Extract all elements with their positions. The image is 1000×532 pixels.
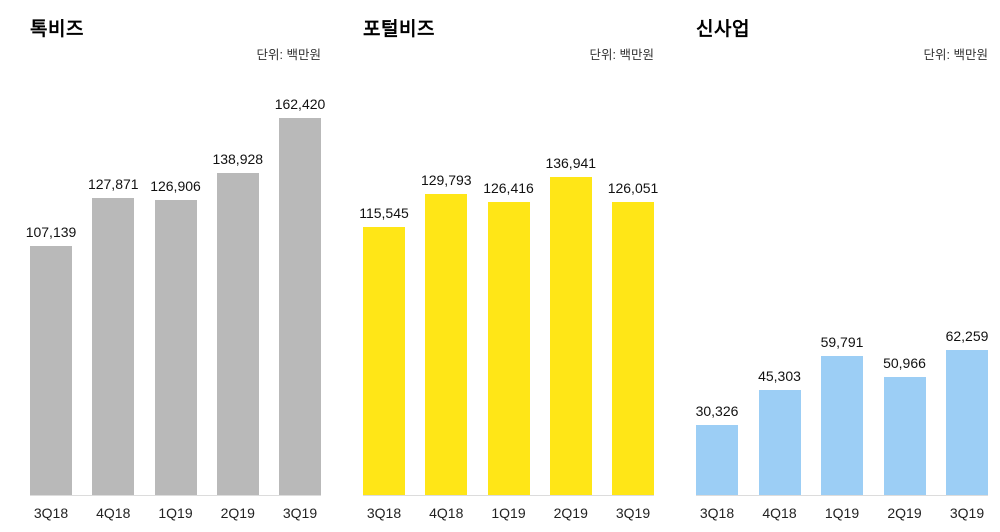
chart-header: 신사업 단위: 백만원 [696, 0, 988, 62]
bar [612, 202, 654, 495]
x-axis-label: 1Q19 [158, 505, 193, 521]
bar-group: 62,259 [946, 328, 988, 495]
bar-value-label: 45,303 [758, 368, 801, 384]
bar-group: 45,303 [758, 368, 801, 495]
x-axis-label: 3Q19 [615, 505, 651, 521]
chart-unit-label: 단위: 백만원 [589, 48, 654, 62]
x-axis-labels: 3Q18 4Q18 1Q19 2Q19 3Q19 [30, 496, 321, 521]
bar-value-label: 62,259 [945, 328, 989, 344]
bar-value-label: 115,545 [359, 205, 409, 221]
bar-group: 126,906 [150, 178, 201, 495]
x-axis-label: 3Q18 [699, 505, 735, 521]
bar [758, 390, 801, 495]
bar-group: 162,420 [275, 96, 325, 495]
chart-unit-label: 단위: 백만원 [256, 48, 321, 62]
plot-area: 30,326 45,303 59,791 50,966 62,259 [696, 62, 988, 496]
x-axis-label: 1Q19 [824, 505, 860, 521]
x-axis-label: 4Q18 [96, 505, 131, 521]
x-axis-label: 4Q18 [429, 505, 464, 521]
bar [946, 350, 988, 495]
bar [696, 425, 738, 495]
chart-title: 톡비즈 [30, 19, 84, 40]
bar-value-label: 126,416 [483, 180, 534, 196]
x-axis-label: 3Q18 [366, 505, 402, 521]
chart-new-business: 신사업 단위: 백만원 30,326 45,303 59,791 50,966 62,2… [666, 0, 1000, 532]
bar-group: 30,326 [696, 403, 738, 495]
bar-group: 50,966 [883, 355, 926, 495]
bar-value-label: 59,791 [820, 334, 864, 350]
bar-group: 126,416 [483, 180, 534, 495]
plot-area: 115,545 129,793 126,416 136,941 126,051 [359, 62, 658, 496]
chart-header: 포털비즈 단위: 백만원 [363, 0, 654, 62]
bar [549, 177, 592, 495]
bar-value-label: 30,326 [695, 403, 739, 419]
chart-title: 신사업 [696, 19, 750, 40]
bar-group: 129,793 [421, 172, 472, 495]
bar-group: 126,051 [608, 180, 658, 495]
bar [92, 198, 135, 495]
bar-group: 115,545 [359, 205, 409, 495]
bar [425, 194, 468, 495]
chart-unit-label: 단위: 백만원 [923, 48, 988, 62]
bar-value-label: 107,139 [25, 224, 77, 240]
bar-value-label: 162,420 [274, 96, 326, 112]
x-axis-label: 2Q19 [887, 505, 922, 521]
bar-value-label: 50,966 [883, 355, 926, 371]
bar-group: 138,928 [212, 151, 263, 495]
bar-group: 59,791 [821, 334, 863, 495]
x-axis-label: 2Q19 [220, 505, 255, 521]
bar-value-label: 138,928 [212, 151, 264, 167]
bar [30, 246, 72, 495]
bar [821, 356, 863, 495]
x-axis-labels: 3Q18 4Q18 1Q19 2Q19 3Q19 [363, 496, 654, 521]
bar [487, 202, 530, 495]
bar-group: 127,871 [88, 176, 139, 495]
bar-value-label: 126,051 [607, 180, 659, 196]
bar [883, 377, 926, 495]
x-axis-labels: 3Q18 4Q18 1Q19 2Q19 3Q19 [696, 496, 988, 521]
x-axis-label: 4Q18 [762, 505, 797, 521]
chart-talk-biz: 톡비즈 단위: 백만원 107,139 127,871 126,906 138,928… [0, 0, 333, 532]
plot-area: 107,139 127,871 126,906 138,928 162,420 [26, 62, 325, 496]
bar-value-label: 136,941 [545, 155, 597, 171]
bar [279, 118, 321, 495]
bar-value-label: 127,871 [87, 176, 139, 192]
bar-group: 107,139 [26, 224, 76, 495]
bar [363, 227, 405, 495]
x-axis-label: 3Q19 [949, 505, 985, 521]
chart-header: 톡비즈 단위: 백만원 [30, 0, 321, 62]
bar [216, 173, 259, 495]
chart-portal-biz: 포털비즈 단위: 백만원 115,545 129,793 126,416 136,94… [333, 0, 666, 532]
x-axis-label: 3Q18 [33, 505, 69, 521]
bar [154, 200, 197, 495]
bar-value-label: 129,793 [420, 172, 472, 188]
chart-title: 포털비즈 [363, 19, 435, 40]
x-axis-label: 1Q19 [491, 505, 526, 521]
bar-group: 136,941 [545, 155, 596, 495]
x-axis-label: 2Q19 [553, 505, 588, 521]
x-axis-label: 3Q19 [282, 505, 318, 521]
bar-value-label: 126,906 [150, 178, 201, 194]
